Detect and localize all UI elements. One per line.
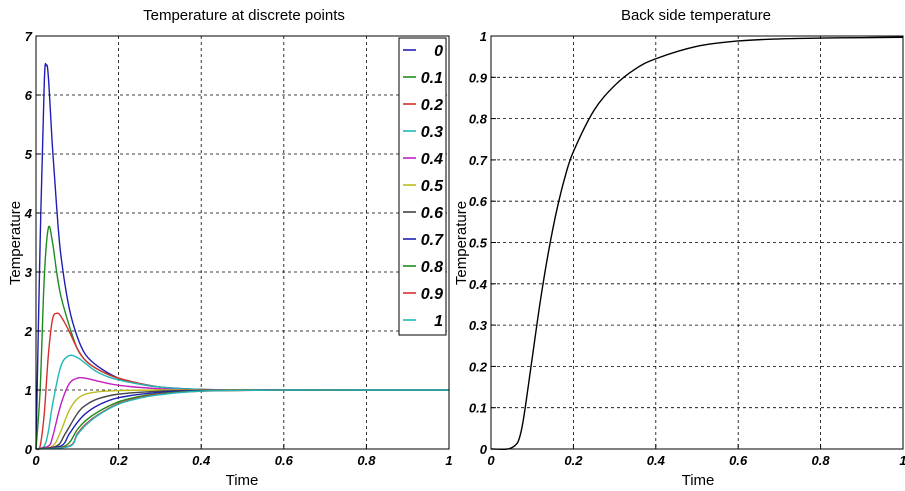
chart-title: Back side temperature [621,7,771,24]
series-lines [490,36,904,451]
x-tick-label: 0.2 [564,453,583,468]
y-tick-label: 0.5 [469,236,488,251]
legend-label: 0.8 [421,259,443,276]
y-tick-label: 7 [25,29,33,44]
y-tick-label: 0.4 [469,277,488,292]
legend-box [398,37,447,336]
y-tick-label: 0 [25,442,33,457]
tick-labels: 0 0.2 0.4 0.6 0.8 1 0 1 2 3 4 5 6 7 [24,29,453,468]
y-tick-label: 1 [480,29,487,44]
y-axis-label: Temperature [453,201,470,285]
y-tick-label: 2 [24,324,33,339]
y-tick-label: 4 [24,206,33,221]
x-tick-label: 0.6 [729,453,748,468]
y-tick-label: 0.6 [469,194,488,209]
legend-label: 0.3 [421,124,443,141]
y-tick-label: 0.1 [469,401,487,416]
x-axis-label: Time [682,472,715,489]
y-tick-label: 0.8 [469,112,488,127]
x-tick-label: 0.6 [275,453,294,468]
legend-label: 0.1 [421,70,443,87]
x-tick-label: 0.8 [357,453,376,468]
legend-label: 0.4 [421,151,443,168]
chart-temperature-discrete-points: Temperature at discrete points 0 0.2 0.4 0.… [7,7,453,489]
y-tick-label: 1 [25,383,32,398]
grid [491,36,903,449]
y-tick-label: 0.7 [469,153,488,168]
x-tick-label: 0.4 [647,453,666,468]
legend-label: 0.2 [421,97,443,114]
legend-label: 0.5 [421,178,444,195]
legend-label: 1 [434,313,443,330]
x-tick-label: 0 [487,453,495,468]
legend: 0 0.1 0.2 0.3 0.4 0.5 0.6 0.7 0.8 0.9 1 [398,37,447,336]
legend-label: 0.7 [421,232,444,249]
y-tick-label: 0.3 [469,318,488,333]
y-tick-label: 3 [25,265,33,280]
chart-title: Temperature at discrete points [143,7,345,24]
y-tick-label: 5 [25,147,33,162]
tick-labels: 0 0.2 0.4 0.6 0.8 1 0 0.1 0.2 0.3 0.4 0.5 0.6 0.7 0.8 0… [469,29,905,468]
x-axis-label: Time [226,472,259,489]
series-line [490,36,904,451]
y-tick-label: 6 [25,88,33,103]
chart-back-side-temperature: Back side temperature 0 0.2 0.4 0.6 0.8 1 0 0.1… [453,7,905,489]
legend-label: 0.6 [421,205,443,222]
y-tick-label: 0.2 [469,359,488,374]
x-tick-label: 0 [32,453,40,468]
y-tick-label: 0.9 [469,70,488,85]
x-tick-label: 0.4 [192,453,211,468]
x-tick-label: 0.8 [812,453,831,468]
series-lines [35,62,449,451]
series-line-1 [35,389,449,450]
y-tick-label: 0 [480,442,488,457]
plot-frame [35,35,450,450]
x-tick-label: 0.2 [110,453,129,468]
y-axis-label: Temperature [7,201,24,285]
legend-label: 0 [434,43,443,60]
x-tick-label: 1 [899,453,905,468]
x-tick-label: 1 [445,453,452,468]
legend-label: 0.9 [421,286,443,303]
